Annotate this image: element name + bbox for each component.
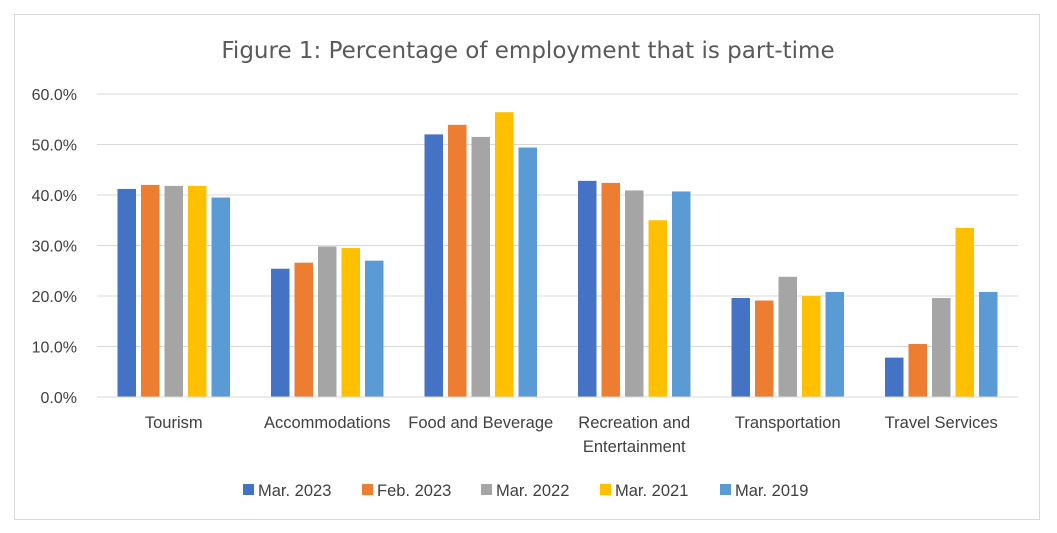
- bar: [294, 262, 313, 397]
- bar: [648, 220, 667, 397]
- bar: [908, 343, 927, 397]
- bar: [672, 191, 691, 397]
- bar: [141, 184, 160, 397]
- y-tick-label: 40.0%: [32, 188, 77, 205]
- bar: [318, 246, 337, 397]
- bar: [164, 185, 183, 397]
- legend-swatch: [243, 484, 254, 495]
- legend-swatch: [481, 484, 492, 495]
- y-tick-label: 60.0%: [32, 87, 77, 104]
- legend-swatch: [600, 484, 611, 495]
- bar: [211, 197, 230, 397]
- bar: [341, 248, 360, 397]
- gridlines: [97, 93, 1018, 398]
- bar: [518, 147, 537, 397]
- bar: [271, 268, 290, 397]
- legend-label: Mar. 2022: [496, 482, 569, 500]
- bar: [424, 134, 443, 397]
- x-tick-label: Recreation and: [578, 414, 690, 432]
- bar: [755, 300, 774, 397]
- chart-title: Figure 1: Percentage of employment that …: [221, 38, 834, 64]
- bar: [885, 357, 904, 397]
- bar: [117, 188, 136, 397]
- x-tick-label: Transportation: [735, 414, 841, 432]
- x-tick-label: Travel Services: [885, 414, 998, 432]
- bar: [932, 298, 951, 397]
- x-tick-label: Accommodations: [264, 414, 391, 432]
- x-tick-label: Entertainment: [583, 438, 686, 456]
- y-tick-label: 10.0%: [32, 340, 77, 357]
- y-tick-label: 0.0%: [41, 390, 77, 407]
- bar: [802, 296, 821, 397]
- bar: [188, 185, 207, 397]
- x-axis: Tourism Accommodations Food and Beverage Re…: [97, 396, 1018, 456]
- bar: [625, 190, 644, 397]
- bar: [495, 112, 514, 398]
- legend-swatch: [720, 484, 731, 495]
- legend-label: Mar. 2021: [615, 482, 688, 500]
- y-axis: 0.0% 10.0% 20.0% 30.0% 40.0% 50.0% 60.0%: [32, 87, 77, 407]
- y-tick-label: 50.0%: [32, 138, 77, 155]
- y-tick-label: 30.0%: [32, 239, 77, 256]
- bar: [979, 291, 998, 397]
- bar: [365, 260, 384, 397]
- bar: [731, 298, 750, 397]
- bar: [448, 124, 467, 398]
- bar: [955, 227, 974, 397]
- legend-label: Mar. 2019: [735, 482, 808, 500]
- bar: [601, 182, 620, 397]
- bars: [117, 112, 998, 398]
- legend-label: Feb. 2023: [377, 482, 451, 500]
- legend-swatch: [362, 484, 373, 495]
- legend-label: Mar. 2023: [258, 482, 331, 500]
- bar: [778, 276, 797, 397]
- x-tick-label: Food and Beverage: [408, 414, 553, 432]
- x-tick-label: Tourism: [145, 414, 203, 432]
- bar: [471, 136, 490, 398]
- legend: Mar. 2023 Feb. 2023 Mar. 2022 Mar. 2021 Mar.…: [243, 482, 808, 500]
- bar: [825, 291, 844, 397]
- bar: [578, 180, 597, 397]
- y-tick-label: 20.0%: [32, 289, 77, 306]
